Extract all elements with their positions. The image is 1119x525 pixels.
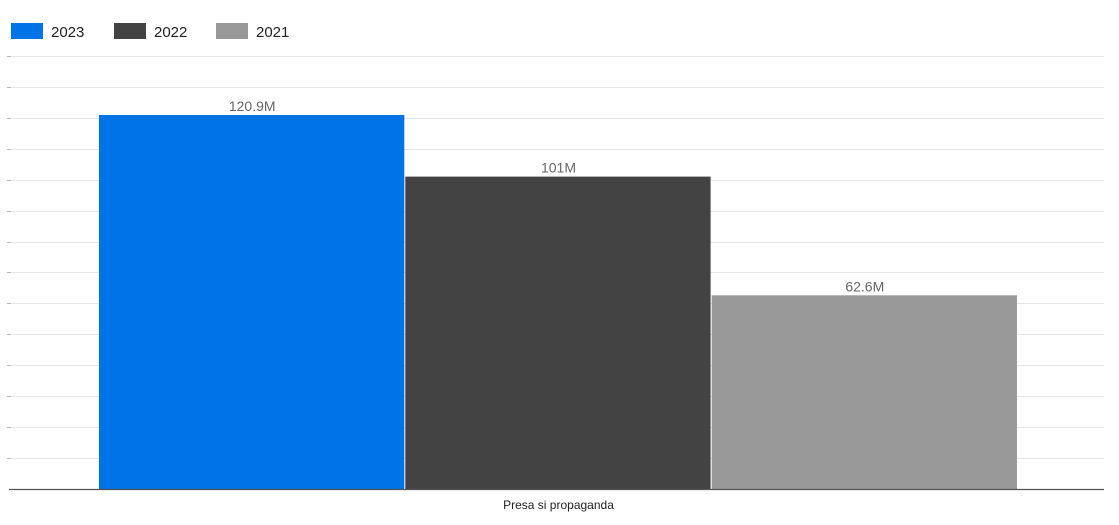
legend-label: 2023 [51,24,84,41]
data-labels: 120.9M 101M 62.6M [229,98,884,294]
bars [99,115,1017,489]
legend-item-2021[interactable]: 2021 [216,23,289,41]
data-label-2022: 101M [541,160,576,176]
legend-swatch [216,23,248,39]
x-axis: Presa si propaganda [9,488,1104,512]
legend-item-2023[interactable]: 2023 [11,23,84,41]
bar-2021[interactable] [711,295,1017,489]
bar-2023[interactable] [99,115,405,489]
legend-swatch [11,23,43,39]
legend: 2023 2022 2021 [11,23,289,41]
data-label-2023: 120.9M [229,98,276,114]
data-label-2021: 62.6M [845,278,884,294]
legend-label: 2022 [154,24,187,41]
bar-2022[interactable] [405,176,711,489]
legend-swatch [114,23,146,39]
x-tick-label: Presa si propaganda [503,498,614,512]
legend-label: 2021 [256,24,289,41]
legend-item-2022[interactable]: 2022 [114,23,187,41]
